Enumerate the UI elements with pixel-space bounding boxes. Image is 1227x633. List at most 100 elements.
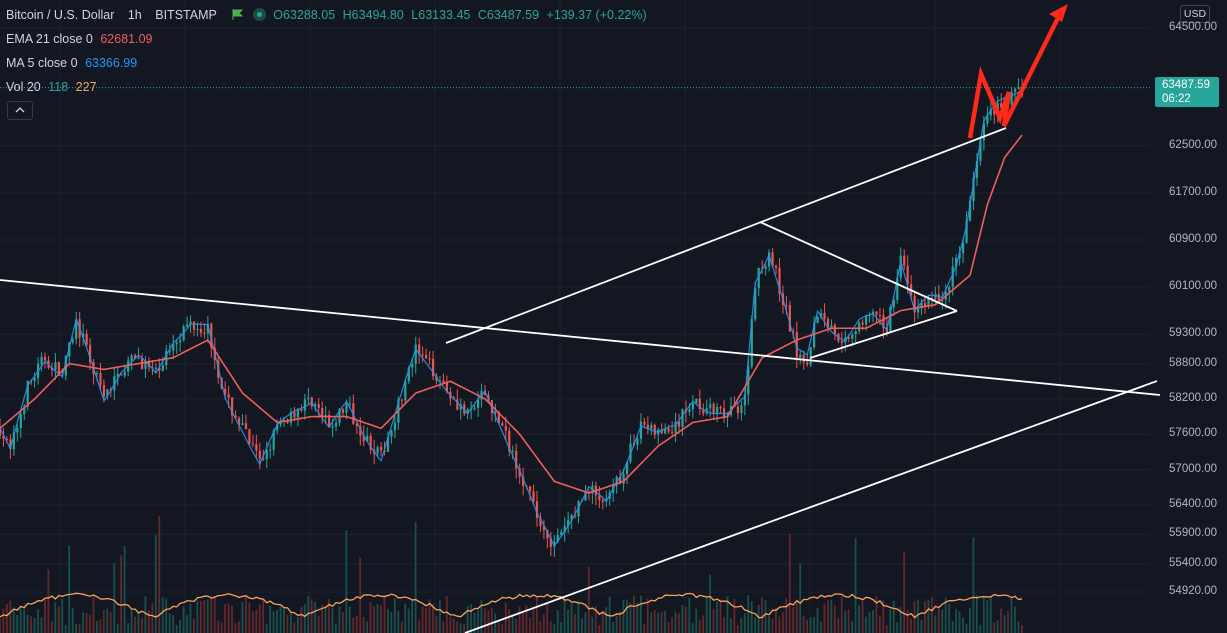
last-price: 63487.59 — [1162, 79, 1210, 91]
volume-bar — [650, 612, 653, 633]
price-tick-label: 60100.00 — [1169, 280, 1217, 293]
candle-body — [331, 426, 334, 428]
volume-bar — [660, 611, 663, 633]
volume-bar — [380, 605, 382, 633]
candle-body — [134, 355, 137, 359]
ma-label: MA 5 close 0 — [6, 56, 78, 70]
volume-bar — [487, 610, 490, 633]
volume-bar — [265, 623, 268, 633]
ema21-line — [0, 134, 1023, 494]
volume-bar — [612, 622, 614, 633]
candle-body — [532, 491, 535, 502]
volume-bar — [44, 598, 46, 633]
volume-bar — [605, 607, 608, 633]
volume-bar — [951, 621, 954, 633]
volume-bar — [525, 605, 528, 633]
volume-bar — [269, 606, 272, 633]
candle-body — [231, 397, 234, 416]
candle-body — [930, 298, 934, 300]
volume-bar — [82, 612, 84, 633]
volume-bar — [865, 616, 867, 633]
candle-body — [71, 339, 74, 343]
candle-body — [965, 220, 968, 243]
candle-body — [889, 307, 892, 333]
volume-bar — [979, 624, 982, 633]
volume-bar — [608, 596, 611, 633]
volume-legend[interactable]: Vol 20 118 227 — [6, 80, 101, 94]
volume-bar — [1000, 608, 1003, 633]
volume-bar — [470, 604, 472, 633]
volume-bar — [785, 598, 788, 633]
candle-body — [670, 431, 674, 433]
volume-bar — [508, 609, 511, 633]
candle-body — [393, 422, 397, 431]
candle-body — [556, 534, 559, 542]
candle-body — [518, 468, 521, 477]
flag-icon[interactable] — [232, 9, 244, 20]
candle-body — [785, 304, 788, 306]
volume-bar — [826, 600, 829, 633]
symbol-legend[interactable]: Bitcoin / U.S. Dollar 1h BITSTAMP O63288… — [6, 8, 651, 22]
volume-bar — [910, 619, 912, 633]
volume-bar — [892, 600, 895, 633]
candle-body — [251, 443, 255, 445]
volume-bar — [962, 617, 964, 633]
volume-bar — [40, 617, 43, 633]
volume-bar — [878, 615, 881, 633]
volume-bar — [390, 611, 393, 633]
candle-body — [262, 458, 265, 460]
currency-button[interactable]: USD — [1180, 5, 1210, 23]
volume-bar — [2, 608, 5, 633]
volume-bar — [632, 595, 635, 633]
volume-bar — [224, 603, 226, 633]
candle-body — [844, 337, 847, 343]
candle-body — [179, 340, 182, 343]
ema-legend[interactable]: EMA 21 close 0 62681.09 — [6, 32, 156, 46]
candle-body — [54, 362, 57, 371]
volume-bar — [820, 621, 822, 633]
volume-bar — [196, 600, 199, 633]
volume-bar — [373, 606, 375, 633]
ma-legend[interactable]: MA 5 close 0 63366.99 — [6, 56, 141, 70]
volume-bar — [147, 610, 150, 633]
volume-bar — [331, 607, 334, 633]
chevron-up-icon — [15, 107, 25, 113]
candle-body — [379, 447, 383, 451]
volume-bar — [85, 612, 88, 633]
volume-bar — [251, 611, 254, 633]
price-tick-label: 55400.00 — [1169, 556, 1217, 569]
candle-body — [705, 408, 708, 414]
volume-bar — [851, 620, 854, 633]
candle-body — [1017, 87, 1020, 89]
volume-bar — [397, 611, 400, 633]
volume-bar — [355, 615, 358, 633]
volume-bar — [709, 574, 712, 633]
volume-bar — [899, 607, 902, 633]
volume-bar — [220, 622, 223, 633]
volume-bar — [1003, 615, 1006, 633]
collapse-legend-button[interactable] — [7, 101, 33, 120]
candle-body — [823, 313, 826, 319]
price-tick-label: 58200.00 — [1169, 391, 1217, 404]
volume-bar — [161, 597, 164, 633]
candle-body — [535, 501, 539, 518]
ema-value: 62681.09 — [100, 32, 153, 46]
candle-body — [321, 407, 324, 417]
candle-body — [501, 423, 504, 426]
candle-body — [653, 424, 656, 435]
candle-body — [265, 450, 268, 460]
volume-bar — [522, 611, 524, 633]
volume-bar — [653, 610, 656, 633]
candle-body — [16, 427, 19, 433]
volume-bar — [127, 623, 129, 633]
channel-upper-line — [445, 127, 1007, 344]
candle-body — [774, 265, 778, 268]
price-tick-label: 56400.00 — [1169, 497, 1217, 510]
candle-body — [386, 436, 390, 453]
candle-body — [882, 315, 885, 329]
volume-bar — [286, 614, 289, 633]
volume-bar — [328, 599, 330, 633]
candle-body — [2, 435, 5, 439]
volume-bar — [705, 597, 708, 633]
